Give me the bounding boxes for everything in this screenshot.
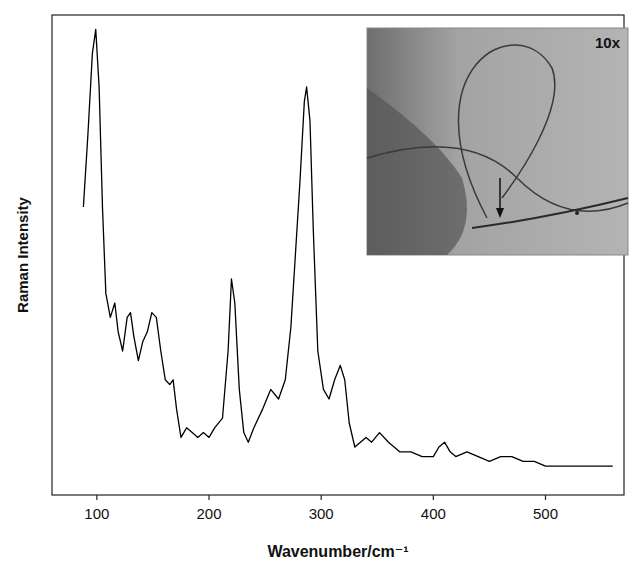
inset-background (367, 28, 628, 255)
inset-label: 10x (595, 34, 621, 51)
x-tick (433, 495, 434, 500)
x-axis-title: Wavenumber/cm⁻¹ (267, 543, 408, 560)
inset-shadow (367, 88, 467, 255)
inset-fiber (472, 198, 628, 228)
inset-arrow (499, 178, 501, 213)
y-axis-title: Raman Intensity (14, 196, 31, 313)
x-tick (208, 495, 209, 500)
x-tick-label: 500 (533, 505, 558, 522)
inset-image (367, 28, 628, 255)
x-tick-label: 300 (309, 505, 334, 522)
x-tick (96, 495, 97, 500)
x-tick-label: 100 (84, 505, 109, 522)
inset-dot (575, 211, 579, 215)
inset-fiber (458, 45, 554, 218)
inset-fiber (367, 147, 628, 212)
x-tick-label: 200 (197, 505, 222, 522)
inset-arrowhead (496, 208, 504, 218)
chart: 100 200 300 400 500 Wavenumber/cm⁻¹ Raman Inte… (0, 0, 639, 575)
x-tick (545, 495, 546, 500)
x-tick-label: 400 (421, 505, 446, 522)
x-tick (321, 495, 322, 500)
